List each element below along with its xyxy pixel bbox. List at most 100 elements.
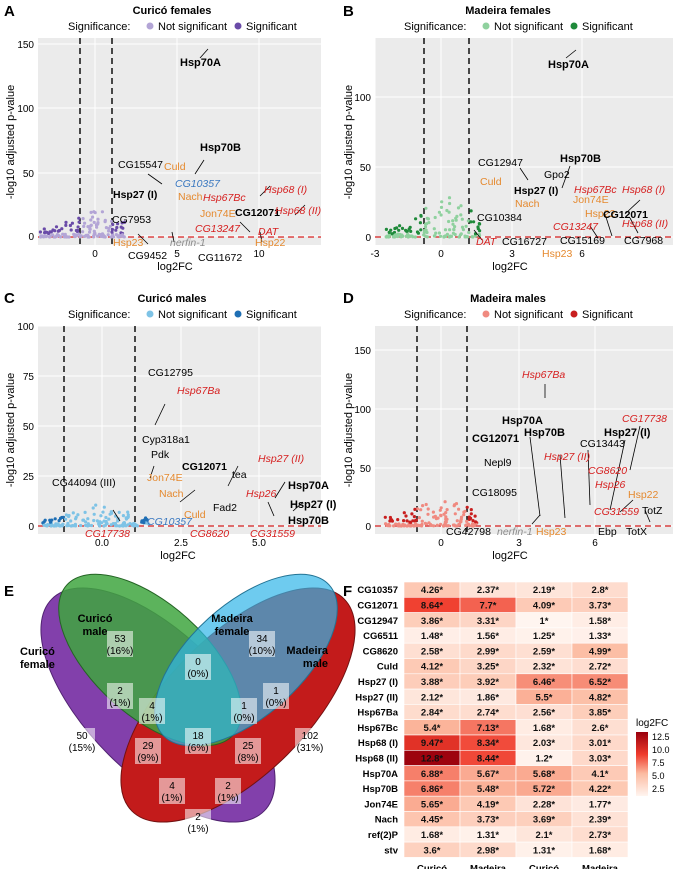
volcano-point: [77, 232, 81, 236]
volcano-point: [48, 523, 52, 527]
heatmap-cell-label: 5.4*: [424, 723, 441, 734]
gene-label-b-1: CG12947: [478, 157, 523, 169]
gene-label-d-16: nerfin-1: [497, 526, 533, 538]
gene-label-c-11: Hsp70A: [288, 480, 329, 492]
volcano-point: [41, 235, 46, 239]
heatmap-row-labels: CG10357 CG12071 CG12947 CG6511 CG8620 Culd Hsp…: [355, 585, 398, 856]
venn-region-box: [185, 728, 211, 754]
volcano-point: [100, 232, 105, 236]
panel-d-ytick-50: 50: [360, 464, 372, 475]
volcano-point: [108, 224, 112, 228]
volcano-point: [470, 524, 474, 528]
gene-label-d-8: Hsp27 (II): [544, 451, 590, 463]
heatmap-row-label: Hsp67Ba: [357, 708, 398, 719]
venn-region-box: [135, 738, 161, 764]
volcano-point: [74, 524, 78, 528]
volcano-point: [477, 222, 481, 226]
volcano-point: [400, 233, 404, 238]
volcano-point: [433, 234, 437, 238]
heatmap-cell-label: 7.13*: [477, 723, 499, 734]
volcano-point: [104, 226, 108, 230]
volcano-point: [465, 519, 469, 524]
volcano-point: [147, 522, 151, 526]
heatmap-cell-label: 2.73*: [589, 830, 611, 841]
venn-label-curico-male-1: Curicó: [78, 613, 113, 625]
volcano-point: [436, 516, 440, 520]
volcano-point: [388, 524, 392, 528]
volcano-point: [115, 225, 119, 230]
panel-d-points: [383, 500, 479, 528]
volcano-point: [384, 522, 388, 526]
venn-region-count: 102: [302, 731, 319, 742]
volcano-point: [410, 234, 414, 238]
panel-b: B Madeira females Significance: Not sign…: [343, 3, 673, 273]
heatmap-cell-label: 4.19*: [477, 799, 499, 810]
gene-label-d-0: Hsp67Ba: [522, 369, 565, 381]
heatmap-legend-tick-7.5: 7.5: [652, 758, 665, 768]
gene-label-b-16: CG16727: [502, 236, 547, 248]
gene-label-c-1: Hsp67Ba: [177, 385, 220, 397]
panel-a-xtick-10: 10: [253, 249, 265, 260]
volcano-point: [466, 219, 470, 223]
heatmap-cell-label: 2.19*: [533, 585, 555, 596]
venn-region-count: 2: [225, 781, 231, 792]
volcano-point: [56, 229, 60, 233]
volcano-point: [383, 515, 387, 519]
volcano-point: [445, 508, 449, 512]
volcano-point: [385, 234, 389, 238]
volcano-point: [79, 234, 83, 238]
venn-region-count: 50: [76, 731, 88, 742]
volcano-point: [464, 224, 468, 228]
heatmap-cell-label: 2.37*: [477, 585, 499, 596]
volcano-point: [120, 221, 124, 225]
volcano-point: [414, 522, 418, 526]
venn-region-box: [249, 631, 275, 657]
panel-c-ytick-50: 50: [23, 422, 35, 433]
volcano-point: [91, 215, 95, 219]
volcano-point: [452, 227, 456, 231]
volcano-point: [423, 234, 427, 238]
volcano-point: [396, 518, 400, 522]
volcano-point: [404, 514, 408, 518]
heatmap-cell-label: 6.52*: [589, 677, 611, 688]
volcano-point: [112, 235, 116, 239]
venn-region-box: [185, 809, 211, 835]
panel-c-legend-s-marker: [234, 310, 242, 318]
heatmap-cell-label: 6.88*: [421, 769, 443, 780]
panel-a-ytick-50: 50: [23, 169, 35, 180]
gene-label-d-13: TotZ: [642, 505, 663, 517]
panel-c-legend-label: Significance:: [68, 309, 130, 321]
gene-label-a-3: Culd: [164, 161, 186, 173]
volcano-point: [454, 216, 458, 220]
gene-label-a-4: CG10357: [175, 178, 221, 190]
heatmap-cell-label: 4.22*: [589, 784, 611, 795]
volcano-point: [384, 227, 388, 231]
venn-label-madeira-female-1: Madeira: [211, 613, 253, 625]
venn-region-percent: (10%): [249, 646, 276, 657]
heatmap-cell-label: 6.86*: [421, 784, 443, 795]
volcano-point: [110, 230, 114, 234]
gene-label-d-18: Ebp: [598, 526, 617, 538]
volcano-point: [103, 235, 107, 239]
volcano-point: [110, 219, 114, 223]
heatmap-legend-title: log2FC: [636, 718, 668, 729]
gene-label-a-7: Hsp67Bc: [203, 192, 246, 204]
venn-region-count: 2: [195, 812, 201, 823]
venn-region-count: 1: [273, 686, 279, 697]
venn-region-box: [235, 738, 261, 764]
volcano-point: [397, 228, 401, 232]
volcano-point: [49, 230, 53, 234]
volcano-point: [439, 513, 443, 517]
panel-c-legend-ns: Not significant: [158, 309, 227, 321]
gene-label-b-18: CG7968: [624, 235, 663, 247]
volcano-point: [416, 523, 420, 527]
gene-label-d-14: CG31559: [594, 506, 639, 518]
volcano-point: [473, 514, 477, 518]
volcano-point: [92, 232, 96, 236]
volcano-point: [425, 216, 429, 220]
volcano-point: [476, 225, 480, 229]
panel-a-ytick-0: 0: [28, 232, 34, 243]
gene-label-c-8: Hsp27 (II): [258, 453, 304, 465]
volcano-point: [439, 205, 444, 209]
